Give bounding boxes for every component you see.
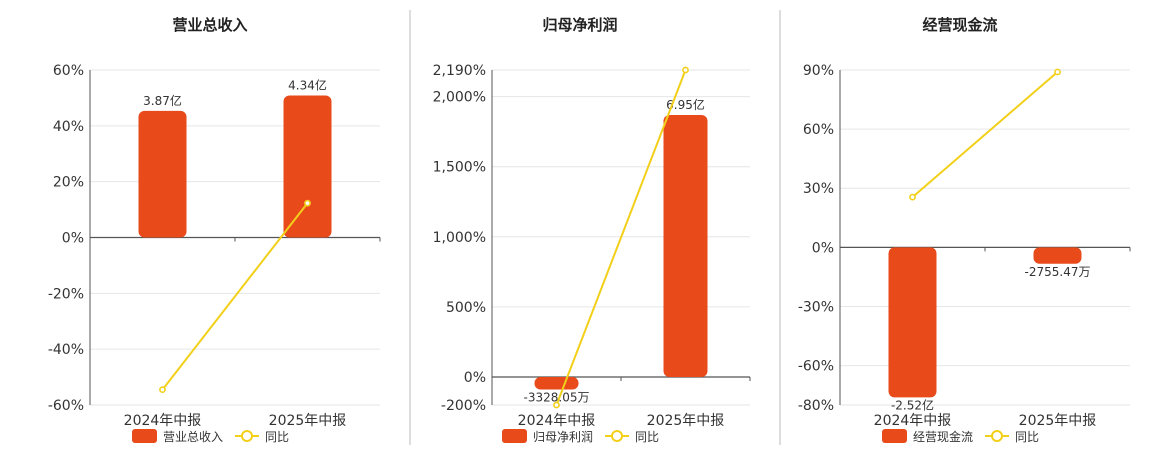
legend-label: 营业总收入 [163, 430, 223, 444]
y-tick-label: 1,500% [433, 160, 486, 176]
legend-line-marker [241, 430, 253, 442]
legend-bar-swatch [132, 429, 157, 443]
y-tick-label: -60% [798, 359, 834, 375]
y-tick-label: 60% [53, 63, 84, 79]
yoy-line [555, 69, 687, 406]
legend-label: 同比 [265, 430, 289, 444]
legend-bar-swatch [882, 429, 907, 443]
yoy-point [1054, 68, 1061, 76]
x-tick-label: 2025年中报 [269, 413, 347, 429]
legend-label: 归母净利润 [533, 430, 593, 444]
x-tick-label: 2025年中报 [1019, 413, 1097, 429]
yoy-point [304, 199, 311, 207]
bar [888, 247, 937, 398]
y-tick-label: 20% [53, 175, 84, 191]
x-tick-label: 2025年中报 [647, 413, 725, 429]
bar-data-label: -3328.05万 [524, 391, 590, 405]
yoy-line [911, 71, 1059, 198]
y-tick-label: 2,000% [433, 90, 486, 106]
legend-label: 同比 [1015, 430, 1039, 444]
x-tick-label: 2024年中报 [518, 413, 596, 429]
bar-data-label: 6.95亿 [666, 97, 705, 112]
y-tick-label: 500% [446, 300, 486, 316]
y-tick-label: -60% [48, 398, 84, 414]
bar-data-label: 3.87亿 [143, 93, 182, 108]
y-tick-label: -40% [48, 342, 84, 358]
y-tick-label: 0% [62, 231, 84, 247]
bar [663, 114, 708, 377]
yoy-point [682, 66, 689, 74]
yoy-point [909, 193, 916, 201]
bar [1033, 247, 1082, 264]
legend-label: 同比 [635, 430, 659, 444]
yoy-line [161, 202, 309, 391]
chart-title: 经营现金流 [922, 16, 997, 34]
y-tick-label: 30% [803, 181, 834, 197]
chart-title: 归母净利润 [542, 16, 617, 34]
legend-bar-swatch [502, 429, 527, 443]
bar-data-label: -2.52亿 [891, 397, 934, 412]
legend-line-marker [611, 430, 623, 442]
y-tick-label: -80% [798, 398, 834, 414]
legend-label: 经营现金流 [913, 429, 973, 444]
y-tick-label: 90% [803, 63, 834, 79]
y-tick-label: -20% [48, 286, 84, 302]
y-tick-label: -30% [798, 299, 834, 315]
y-tick-label: 0% [812, 240, 834, 256]
legend-line-marker [991, 430, 1003, 442]
y-tick-label: 40% [53, 119, 84, 135]
yoy-point [553, 401, 560, 409]
yoy-point [159, 386, 166, 394]
y-tick-label: 1,000% [433, 230, 486, 246]
y-tick-label: -200% [441, 398, 486, 414]
bar-data-label: -2755.47万 [1025, 265, 1091, 279]
x-tick-label: 2024年中报 [874, 413, 952, 429]
y-tick-label: 60% [803, 122, 834, 138]
bar [283, 95, 332, 238]
y-tick-label: 2,190% [433, 63, 486, 79]
bar-data-label: 4.34亿 [288, 78, 327, 93]
chart-title: 营业总收入 [172, 16, 247, 34]
bar [534, 376, 579, 390]
x-tick-label: 2024年中报 [124, 413, 202, 429]
bar [138, 110, 187, 238]
y-tick-label: 0% [464, 370, 486, 386]
